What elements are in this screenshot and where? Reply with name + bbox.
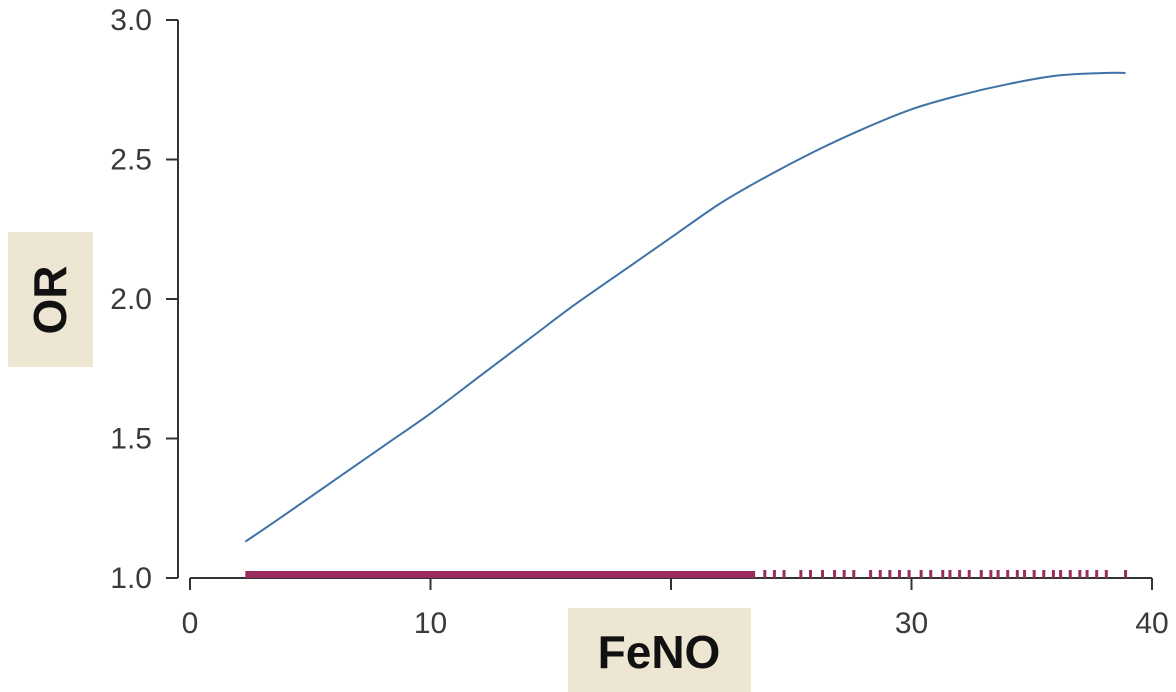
series-lines xyxy=(244,71,1126,543)
x-tick-label: 30 xyxy=(895,607,928,640)
y-axis-label-box xyxy=(8,232,93,367)
y-axis: 1.0 1.5 2.0 2.5 3.0 xyxy=(110,4,179,595)
y-tick-label: 1.5 xyxy=(110,423,152,456)
rug-plot xyxy=(245,570,1128,578)
x-axis-label: FeNO xyxy=(568,608,751,692)
x-axis-title: FeNO xyxy=(598,626,721,678)
x-axis-label-box xyxy=(568,608,751,692)
x-tick-label: 0 xyxy=(182,607,199,640)
x-tick-label: 40 xyxy=(1135,607,1168,640)
y-tick-label: 2.5 xyxy=(110,144,152,177)
y-tick-label: 2.0 xyxy=(110,283,152,316)
series-line xyxy=(244,71,1126,543)
y-axis-label: OR xyxy=(8,232,93,367)
y-tick-label: 3.0 xyxy=(110,4,152,37)
x-tick-label: 10 xyxy=(414,607,447,640)
rug-dense-band xyxy=(245,571,756,578)
y-tick-label: 1.0 xyxy=(110,562,152,595)
y-axis-title: OR xyxy=(24,266,76,335)
